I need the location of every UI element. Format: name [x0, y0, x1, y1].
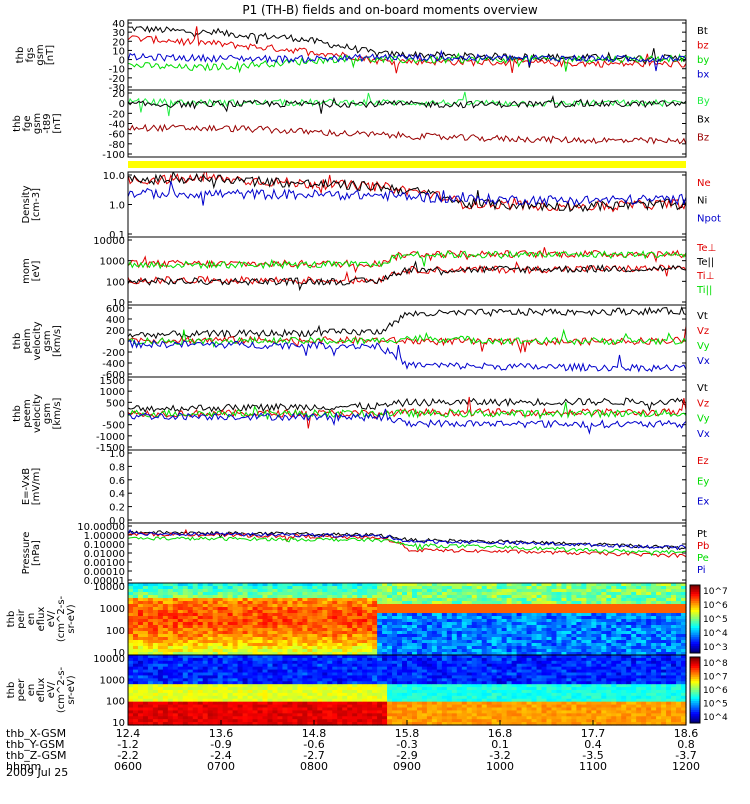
ylabel-temperature-1: [eV]	[31, 261, 42, 282]
legend-peim_velocity-2: Vy	[697, 341, 710, 352]
legend-fgs-3: bx	[697, 70, 709, 81]
ytick-peir_spectrogram-1: 1000	[100, 604, 125, 615]
colorbar-tick-peer_spectrogram-4: 10^4	[703, 713, 728, 723]
ytick-density-1: 1.0	[109, 201, 125, 212]
colorbar-tick-peer_spectrogram-0: 10^8	[703, 659, 728, 669]
legend-fgs-2: by	[697, 55, 709, 66]
ylabel-fgs-3: [nT]	[45, 45, 56, 65]
ylabel-peim_velocity-4: [km/s]	[52, 325, 63, 357]
ytick-peem_velocity-5: -1000	[96, 432, 125, 443]
ytick-efield-0: 1.0	[109, 449, 125, 460]
xaxis-value-3-5: 1100	[579, 760, 607, 773]
ylabel-fge-4: [nT]	[52, 113, 63, 133]
ylabel-peer_spectrogram-6: sr-eV)	[66, 675, 77, 704]
colorbar-tick-peer_spectrogram-2: 10^6	[703, 686, 728, 696]
ytick-peem_velocity-2: 500	[106, 398, 125, 409]
xaxis-value-3-1: 0700	[207, 760, 235, 773]
ytick-peim_velocity-0: 600	[106, 304, 125, 315]
ylabel-pressure-1: [nPa]	[31, 540, 42, 566]
legend-peem_velocity-1: Vz	[697, 398, 709, 409]
legend-density-1: Ni	[697, 196, 707, 207]
colorbar-tick-peir_spectrogram-0: 10^7	[703, 587, 728, 597]
ytick-temperature-0: 10000	[93, 236, 125, 247]
ytick-peer_spectrogram-1: 1000	[100, 675, 125, 686]
ylabel-peir_spectrogram-6: sr-eV)	[66, 604, 77, 633]
legend-temperature-1: Te||	[696, 257, 714, 268]
legend-fge-0: By	[697, 96, 710, 107]
legend-fgs-1: bz	[697, 41, 709, 52]
ytick-peer_spectrogram-2: 100	[106, 697, 125, 708]
colorbar-tick-peir_spectrogram-2: 10^5	[703, 615, 728, 625]
date-label: 2009 Jul 25	[6, 766, 68, 779]
ytick-peim_velocity-3: 0	[119, 337, 125, 348]
legend-pressure-2: Pe	[697, 553, 709, 564]
ytick-peer_spectrogram-0: 10000	[93, 654, 125, 665]
ytick-peem_velocity-1: 1000	[100, 387, 125, 398]
ytick-peem_velocity-3: 0	[119, 410, 125, 421]
ytick-peim_velocity-1: 400	[106, 315, 125, 326]
legend-efield-2: Ex	[697, 497, 709, 508]
ytick-fge-6: -100	[102, 150, 125, 161]
colorbar-tick-peir_spectrogram-3: 10^4	[703, 629, 728, 639]
ytick-peir_spectrogram-2: 100	[106, 626, 125, 637]
ytick-temperature-1: 1000	[100, 257, 125, 268]
colorbar-tick-peir_spectrogram-1: 10^6	[703, 601, 728, 611]
legend-fge-2: Bz	[697, 133, 709, 144]
ytick-efield-4: 0.2	[109, 503, 125, 514]
legend-peim_velocity-0: Vt	[697, 311, 708, 322]
xaxis-value-3-2: 0800	[300, 760, 328, 773]
legend-density-0: Ne	[697, 178, 711, 189]
legend-efield-1: Ey	[697, 476, 709, 487]
ylabel-efield-1: [mV/m]	[31, 468, 42, 506]
legend-efield-0: Ez	[697, 456, 709, 467]
ytick-temperature-2: 100	[106, 277, 125, 288]
legend-peem_velocity-2: Vy	[697, 414, 710, 425]
colorbar-tick-peer_spectrogram-3: 10^5	[703, 700, 728, 710]
ytick-efield-2: 0.6	[109, 476, 125, 487]
ytick-peim_velocity-5: -400	[102, 359, 125, 370]
legend-density-2: Npot	[697, 213, 721, 224]
ytick-peim_velocity-4: -200	[102, 348, 125, 359]
ytick-density-0: 10.0	[103, 171, 125, 182]
ytick-efield-1: 0.8	[109, 462, 125, 473]
colorbar-tick-peer_spectrogram-1: 10^7	[703, 673, 728, 683]
legend-peim_velocity-3: Vx	[697, 356, 710, 367]
ytick-peim_velocity-2: 200	[106, 326, 125, 337]
legend-peem_velocity-0: Vt	[697, 383, 708, 394]
xaxis-value-3-0: 0600	[114, 760, 142, 773]
legend-peim_velocity-1: Vz	[697, 326, 709, 337]
legend-temperature-2: Ti⊥	[696, 271, 714, 282]
xaxis-value-3-4: 1000	[486, 760, 514, 773]
plot-title: P1 (TH-B) fields and on-board moments ov…	[242, 3, 538, 17]
legend-pressure-1: Pb	[697, 541, 709, 552]
ylabel-peem_velocity-4: [km/s]	[52, 397, 63, 429]
legend-pressure-0: Pt	[697, 529, 707, 540]
yellow-status-bar	[128, 161, 686, 168]
legend-fgs-0: Bt	[697, 26, 708, 37]
legend-fge-1: Bx	[697, 114, 710, 125]
ytick-efield-3: 0.4	[109, 489, 125, 500]
colorbar-tick-peir_spectrogram-4: 10^3	[703, 643, 728, 653]
legend-temperature-0: Te⊥	[696, 243, 716, 254]
legend-pressure-3: Pi	[697, 565, 706, 576]
ytick-peem_velocity-0: 1500	[100, 376, 125, 387]
ytick-peir_spectrogram-0: 10000	[93, 582, 125, 593]
xaxis-value-3-3: 0900	[393, 760, 421, 773]
ylabel-density-1: [cm-3]	[31, 188, 42, 221]
xaxis-value-3-6: 1200	[672, 760, 700, 773]
legend-peem_velocity-3: Vx	[697, 429, 710, 440]
legend-temperature-3: Ti||	[696, 285, 712, 296]
ytick-peem_velocity-4: -500	[102, 421, 125, 432]
